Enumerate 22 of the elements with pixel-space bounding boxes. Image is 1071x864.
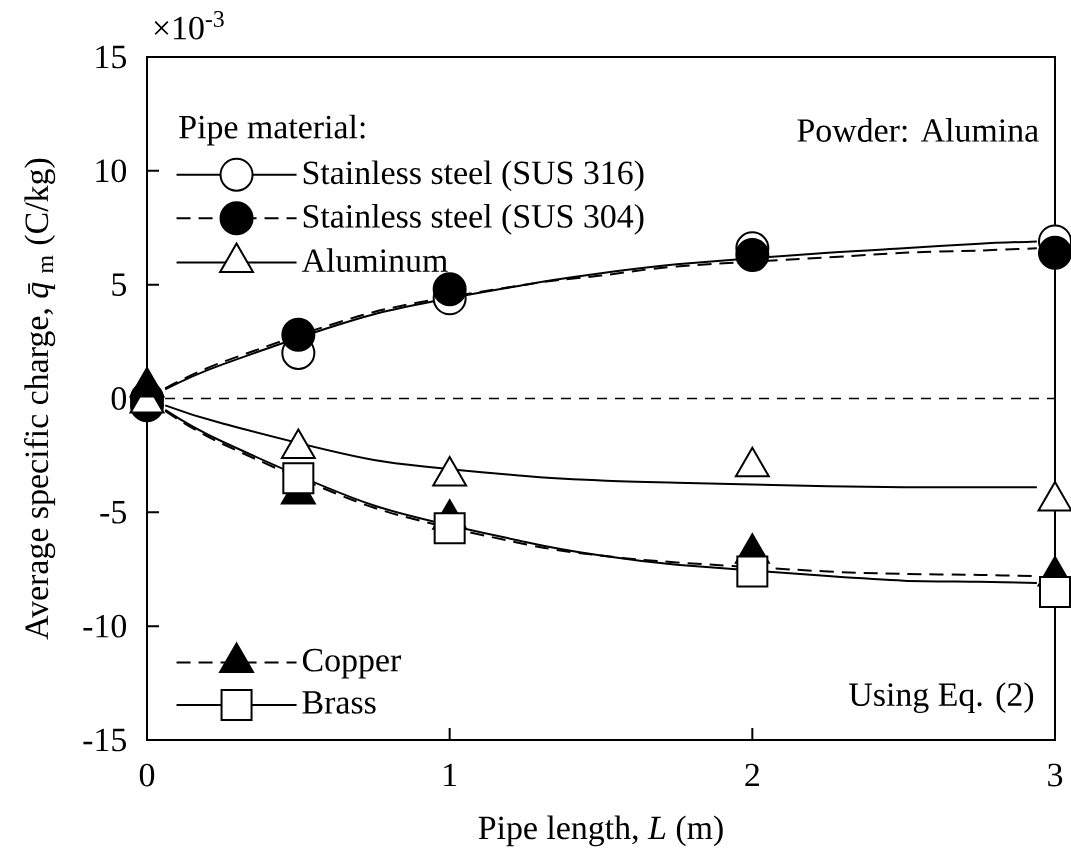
y-axis-title: Average specific charge, q̄$_{m}$ (C/kg) [24,158,56,640]
legend-title: Pipe material: [179,114,365,146]
y-tick-label: 0 [111,387,127,410]
y-tick-label: -10 [83,614,127,638]
legend-label: Aluminum [301,248,448,273]
x-tick-label: 2 [745,763,759,787]
legend-label: Stainless steel (SUS 304) [303,203,644,235]
legend-label: Copper [302,648,401,679]
x-axis-title: Pipe length, L (m) [478,815,723,847]
y-tick-label: -5 [100,501,126,524]
y-tick-label: 10 [96,159,127,183]
y-tick-label: 5 [112,273,126,296]
x-tick-label: 0 [139,763,155,787]
legend-label: Brass [302,691,376,714]
text: ×10$^{-3}$ [154,10,224,40]
annotation: Using Eq. (2) [849,682,1034,714]
annotation: Powder: Alumina [797,118,1039,143]
x-tick-label: 1 [444,763,457,787]
y-tick-label: 15 [96,45,126,69]
y-tick-label: -15 [83,728,126,752]
legend-label: Stainless steel (SUS 316) [303,160,644,192]
x-tick-label: 3 [1048,763,1063,787]
